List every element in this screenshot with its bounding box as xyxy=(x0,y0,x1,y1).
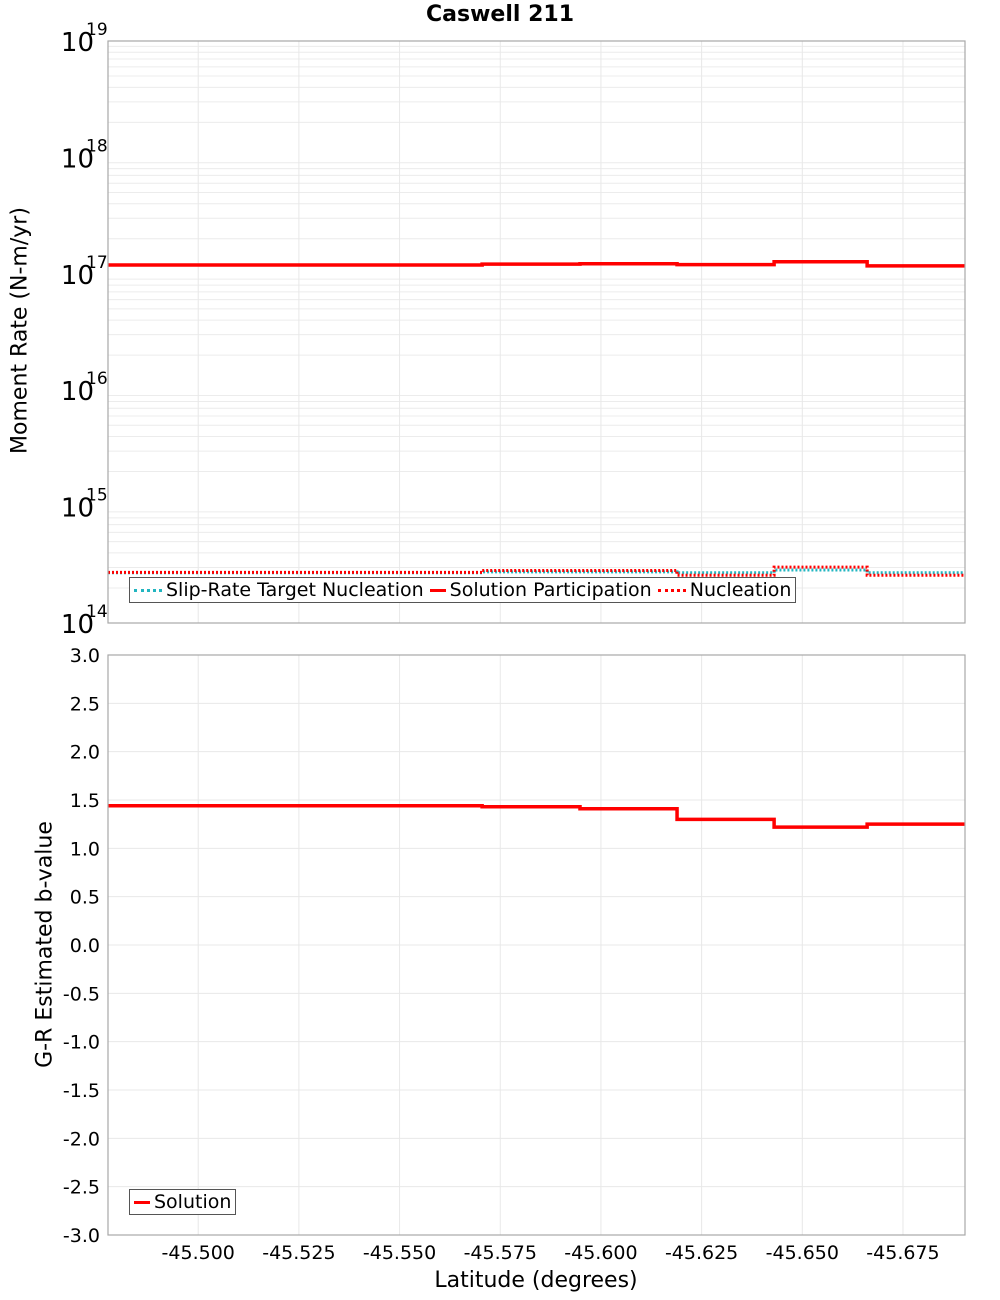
legend-label: Solution Participation xyxy=(449,579,652,601)
bottom-y-axis-label: G-R Estimated b-value xyxy=(32,821,58,1068)
series-line xyxy=(108,804,965,829)
y-tick-label: -1.0 xyxy=(63,1032,100,1054)
svg-text:15: 15 xyxy=(86,486,108,506)
svg-text:10: 10 xyxy=(61,28,94,58)
legend-label: Slip-Rate Target Nucleation xyxy=(166,579,424,601)
svg-text:10: 10 xyxy=(61,261,94,291)
legend-item-solution: Solution xyxy=(134,1191,231,1213)
legend-label: Nucleation xyxy=(689,579,792,601)
y-tick-label: -2.0 xyxy=(63,1128,100,1150)
x-tick-label: -45.650 xyxy=(766,1242,839,1264)
solid-red-swatch-icon xyxy=(429,588,446,592)
dotted-red-swatch-icon xyxy=(657,588,686,592)
y-tick-label: 0.0 xyxy=(70,935,100,957)
bottom-legend: Solution xyxy=(129,1189,237,1215)
svg-text:10: 10 xyxy=(61,494,94,524)
top-legend: Slip-Rate Target Nucleation Solution Par… xyxy=(129,577,797,603)
svg-text:19: 19 xyxy=(86,20,108,40)
svg-text:10: 10 xyxy=(61,144,94,174)
y-tick-label: -3.0 xyxy=(63,1225,100,1247)
y-tick-label: 1.0 xyxy=(70,838,100,860)
y-tick-label: 0.5 xyxy=(70,887,100,909)
svg-text:14: 14 xyxy=(86,602,108,622)
x-tick-label: -45.550 xyxy=(363,1242,436,1264)
x-tick-label: -45.675 xyxy=(866,1242,939,1264)
x-tick-label: -45.625 xyxy=(665,1242,738,1264)
y-tick-label: 3.0 xyxy=(70,645,100,667)
svg-text:16: 16 xyxy=(86,369,108,389)
chart-title: Caswell 211 xyxy=(426,2,574,27)
svg-text:18: 18 xyxy=(86,136,108,156)
legend-item-slip-rate-target: Slip-Rate Target Nucleation xyxy=(134,579,424,601)
legend-item-nucleation: Nucleation xyxy=(657,579,792,601)
legend-item-solution-participation: Solution Participation xyxy=(429,579,652,601)
x-tick-label: -45.525 xyxy=(262,1242,335,1264)
svg-text:17: 17 xyxy=(86,253,108,273)
y-tick-label: -0.5 xyxy=(63,983,100,1005)
x-tick-label: -45.575 xyxy=(464,1242,537,1264)
y-tick-label: 2.5 xyxy=(70,693,100,715)
top-y-axis-label: Moment Rate (N-m/yr) xyxy=(7,207,33,454)
y-tick-label: -2.5 xyxy=(63,1177,100,1199)
series-line xyxy=(108,259,965,268)
dotted-cyan-swatch-icon xyxy=(134,588,162,592)
svg-text:10: 10 xyxy=(61,377,94,407)
series-line xyxy=(108,565,965,577)
y-tick-label: 2.0 xyxy=(70,742,100,764)
x-axis-label: Latitude (degrees) xyxy=(434,1268,638,1293)
y-tick-label: -1.5 xyxy=(63,1080,100,1102)
y-tick-label: 1.5 xyxy=(70,790,100,812)
solid-red-swatch-icon xyxy=(134,1200,150,1204)
legend-label: Solution xyxy=(154,1191,232,1213)
x-tick-label: -45.500 xyxy=(162,1242,235,1264)
x-tick-label: -45.600 xyxy=(564,1242,637,1264)
svg-text:10: 10 xyxy=(61,610,94,640)
